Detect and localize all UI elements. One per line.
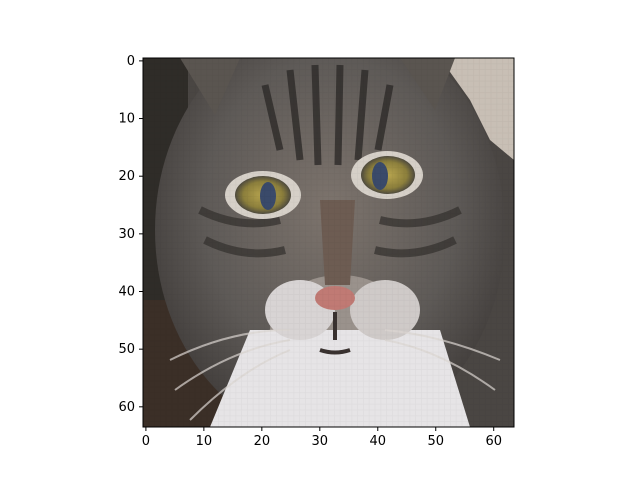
x-tick-label: 60: [485, 434, 502, 449]
y-axis: 0 10 20 30 40 50 60: [118, 54, 143, 415]
y-tick-label: 50: [118, 342, 135, 357]
x-tick-label: 50: [427, 434, 444, 449]
y-tick-label: 20: [118, 169, 135, 184]
x-tick-label: 10: [196, 434, 213, 449]
y-tick-label: 40: [118, 285, 135, 300]
y-tick-label: 10: [118, 112, 135, 127]
x-tick-label: 40: [370, 434, 387, 449]
x-tick-label: 30: [312, 434, 329, 449]
y-tick-label: 0: [127, 54, 135, 69]
cat-image: [143, 58, 514, 427]
x-axis: 0 10 20 30 40 50 60: [142, 427, 502, 449]
y-tick-label: 60: [118, 400, 135, 415]
axes-frame: [142, 57, 515, 428]
x-tick-label: 0: [142, 434, 150, 449]
y-tick-label: 30: [118, 227, 135, 242]
x-tick-label: 20: [254, 434, 271, 449]
